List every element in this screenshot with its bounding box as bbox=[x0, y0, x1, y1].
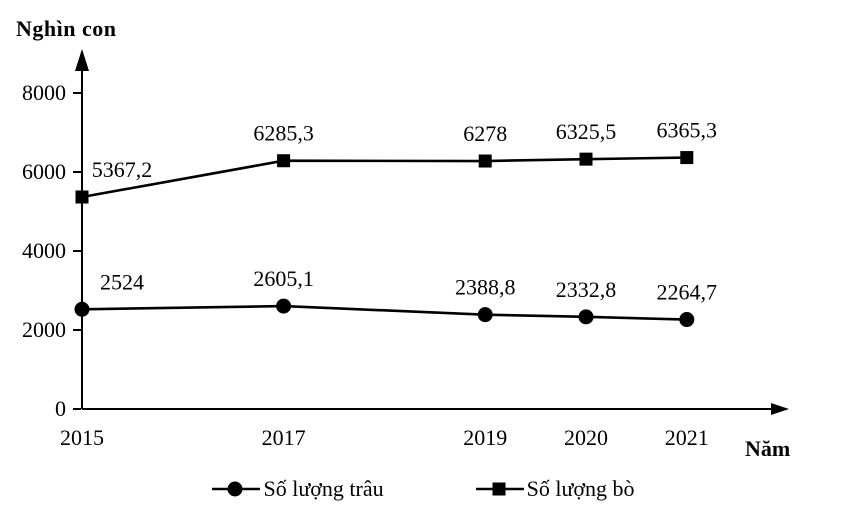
y-tick-label: 2000 bbox=[22, 317, 66, 342]
data-point-marker bbox=[477, 307, 493, 323]
line-circle-marker-icon bbox=[212, 481, 261, 497]
line-square-marker-icon bbox=[475, 482, 524, 496]
y-axis-arrow-icon bbox=[75, 49, 89, 71]
data-point-marker bbox=[478, 154, 492, 168]
legend-label-trau: Số lượng trâu bbox=[263, 476, 384, 501]
data-point-marker bbox=[578, 309, 594, 325]
y-tick-label: 0 bbox=[55, 396, 66, 421]
data-point-label: 2264,7 bbox=[657, 280, 718, 305]
legend: Số lượng trâu Số lượng bò bbox=[0, 477, 847, 501]
x-tick-label: 2017 bbox=[262, 425, 306, 450]
data-point-marker bbox=[75, 190, 89, 204]
series-line-trau bbox=[81, 304, 687, 321]
data-point-label: 6325,5 bbox=[556, 119, 617, 144]
series-line-bo bbox=[81, 156, 687, 199]
data-point-label: 6278 bbox=[463, 121, 507, 146]
data-point-label: 2332,8 bbox=[556, 277, 617, 302]
y-tick-label: 8000 bbox=[22, 80, 66, 105]
x-axis-title: Năm bbox=[745, 436, 791, 461]
x-tick-label: 2015 bbox=[60, 425, 104, 450]
data-point-marker bbox=[680, 151, 694, 165]
data-point-marker bbox=[679, 312, 695, 328]
x-axis-arrow-icon bbox=[771, 403, 789, 415]
legend-item-bo: Số lượng bò bbox=[475, 476, 635, 501]
data-point-marker bbox=[579, 152, 593, 166]
x-tick-label: 2021 bbox=[665, 425, 709, 450]
data-point-marker bbox=[277, 154, 291, 168]
data-point-label: 2605,1 bbox=[253, 266, 314, 291]
x-tick-label: 2020 bbox=[564, 425, 608, 450]
data-point-label: 6285,3 bbox=[253, 121, 314, 146]
legend-item-trau: Số lượng trâu bbox=[212, 476, 384, 501]
legend-label-bo: Số lượng bò bbox=[526, 476, 635, 501]
y-tick-label: 6000 bbox=[22, 159, 66, 184]
data-point-label: 2524 bbox=[100, 269, 144, 294]
y-axis-title: Nghìn con bbox=[16, 16, 117, 41]
data-point-label: 5367,2 bbox=[92, 157, 153, 182]
data-point-label: 6365,3 bbox=[657, 118, 718, 143]
data-point-marker bbox=[74, 301, 90, 317]
data-point-marker bbox=[276, 298, 292, 314]
x-tick-label: 2019 bbox=[463, 425, 507, 450]
data-point-label: 2388,8 bbox=[455, 275, 516, 300]
y-tick-label: 4000 bbox=[22, 238, 66, 263]
